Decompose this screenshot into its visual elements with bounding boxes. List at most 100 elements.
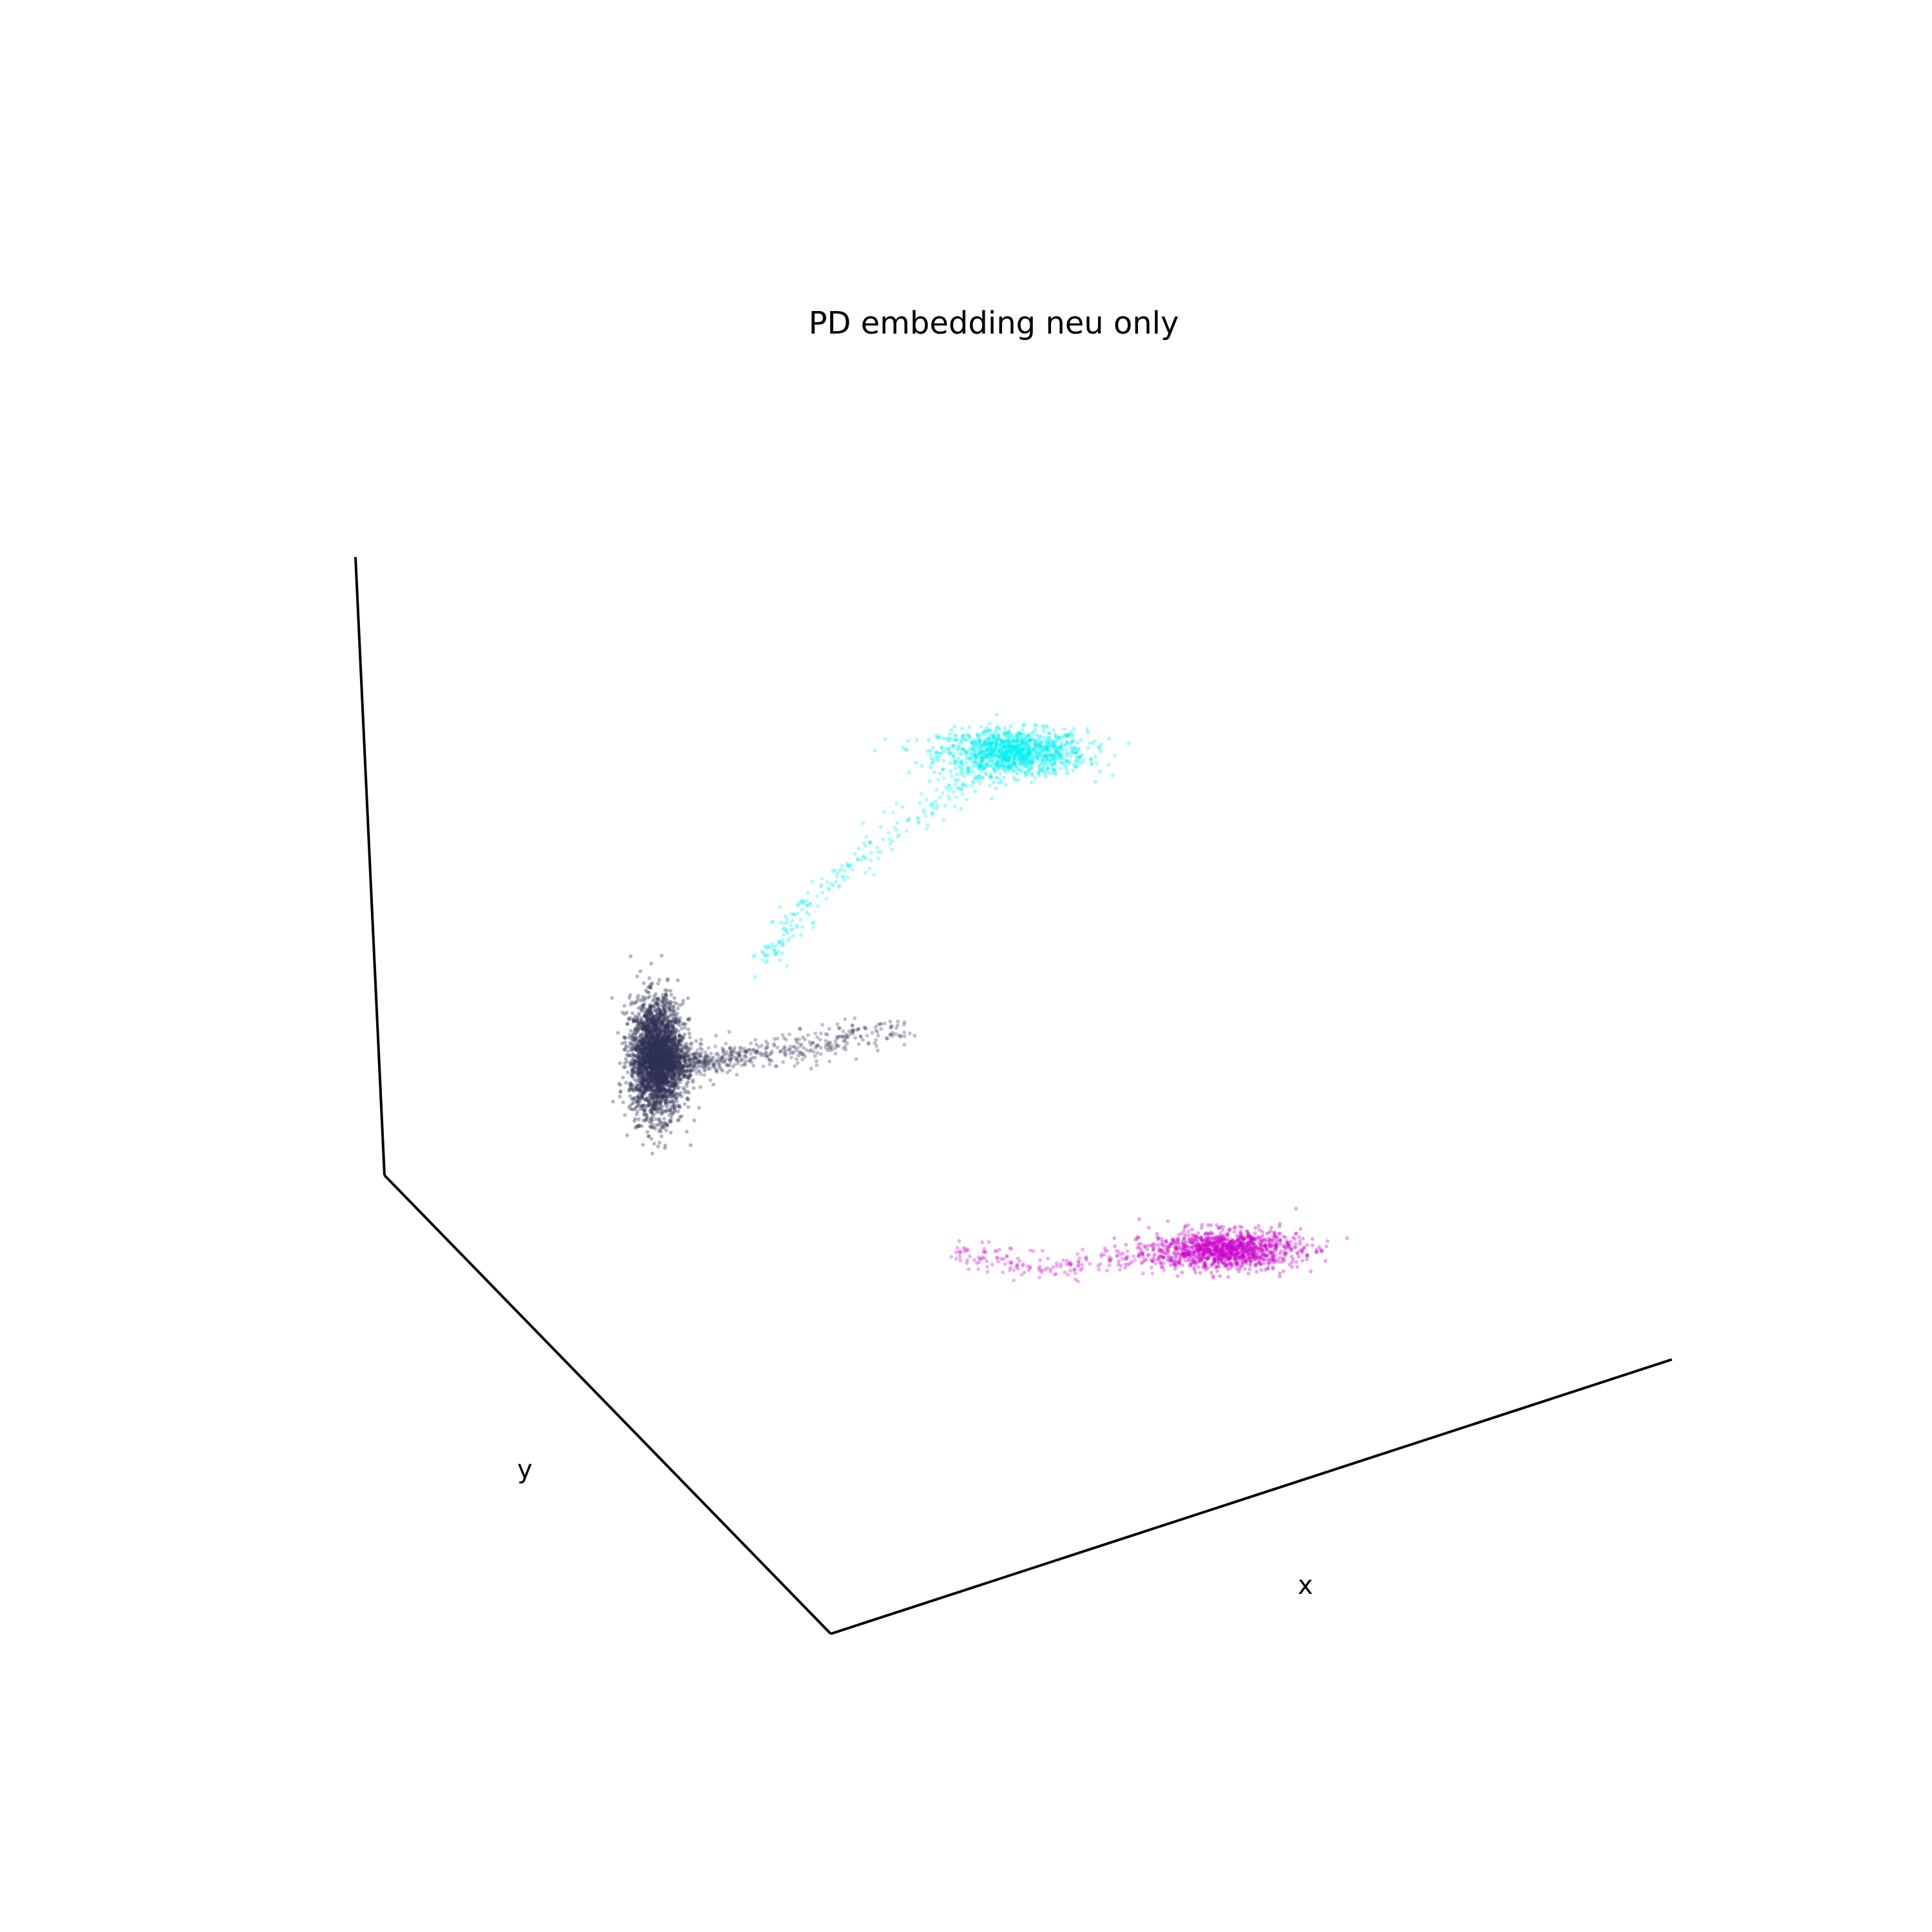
scatter-point — [1025, 758, 1030, 762]
scatter-point — [1031, 755, 1036, 759]
scatter-point — [660, 1046, 665, 1050]
scatter-point — [647, 1052, 651, 1056]
scatter-point — [870, 1030, 875, 1035]
scatter-point — [971, 747, 976, 752]
scatter-point — [992, 750, 996, 755]
scatter-point — [973, 757, 978, 762]
scatter-point — [945, 737, 949, 741]
scatter-point — [654, 1068, 658, 1072]
scatter-point — [1042, 735, 1046, 740]
scatter-point — [652, 1020, 656, 1025]
scatter-point — [906, 739, 911, 743]
scatter-point — [1028, 751, 1032, 755]
scatter-point — [960, 782, 965, 787]
scatter-point — [985, 737, 989, 741]
scatter-point — [1042, 764, 1046, 768]
scatter-point — [648, 1030, 652, 1035]
scatter-point — [972, 737, 977, 742]
scatter-point — [1027, 750, 1032, 754]
scatter-point — [650, 1084, 654, 1089]
scatter-point — [1004, 743, 1009, 747]
scatter-point — [972, 751, 976, 755]
scatter-point — [1050, 762, 1054, 767]
scatter-point — [764, 954, 769, 959]
scatter-point — [774, 949, 779, 954]
scatter-point — [1005, 739, 1010, 743]
scatter-point — [961, 737, 965, 741]
scatter-point — [978, 744, 983, 748]
scatter-point — [962, 773, 966, 778]
scatter-point — [857, 846, 861, 851]
scatter-point — [978, 750, 982, 755]
scatter-point — [1001, 732, 1006, 737]
scatter-point — [1018, 735, 1023, 740]
scatter-point — [683, 1102, 687, 1106]
scatter-point — [990, 735, 995, 740]
scatter-point — [649, 1087, 653, 1092]
scatter-point — [998, 764, 1003, 769]
scatter-point — [633, 1054, 638, 1059]
scatter-point — [1034, 751, 1038, 755]
scatter-point — [986, 736, 990, 741]
scatter-point — [1017, 730, 1021, 735]
scatter-point — [645, 1032, 649, 1036]
scatter-point — [1023, 734, 1027, 739]
scatter-point — [971, 770, 976, 774]
scatter-point — [1126, 741, 1131, 746]
scatter-point — [645, 1014, 649, 1018]
scatter-point — [1010, 738, 1015, 743]
scatter-point — [1007, 749, 1011, 753]
scatter-point — [1012, 739, 1016, 743]
scatter-point — [640, 1057, 645, 1061]
scatter-point — [956, 746, 960, 750]
scatter-point — [969, 751, 973, 755]
scatter-point — [652, 1034, 656, 1038]
scatter-point — [819, 1052, 823, 1056]
scatter-point — [1038, 743, 1043, 748]
scatter-point — [972, 746, 976, 750]
scatter-point — [1005, 730, 1009, 735]
scatter-point — [1024, 757, 1028, 761]
scatter-point — [697, 1069, 702, 1074]
scatter-point — [824, 896, 829, 901]
scatter-point — [952, 734, 957, 738]
scatter-point — [655, 1061, 659, 1065]
scatter-point — [675, 1068, 679, 1072]
scatter-point — [698, 1085, 703, 1090]
x-axis-line — [830, 1358, 1672, 1635]
scatter-point — [981, 751, 985, 755]
scatter-point — [1016, 745, 1021, 750]
scatter-point — [621, 1065, 626, 1070]
scatter-point — [1058, 753, 1063, 757]
scatter-point — [794, 1037, 799, 1041]
scatter-point — [618, 1094, 622, 1099]
scatter-point — [728, 1057, 733, 1061]
scatter-point — [1026, 751, 1030, 755]
scatter-point — [967, 756, 971, 761]
scatter-point — [993, 752, 998, 757]
scatter-point — [784, 1037, 788, 1042]
scatter-point — [658, 1034, 663, 1039]
scatter-point — [681, 1065, 685, 1070]
scatter-point — [941, 736, 945, 741]
scatter-point — [1027, 744, 1032, 749]
scatter-point — [665, 1079, 669, 1083]
scatter-point — [986, 746, 990, 751]
scatter-point — [987, 752, 992, 756]
scatter-point — [643, 1014, 647, 1018]
scatter-point — [1007, 757, 1011, 761]
scatter-point — [1001, 757, 1006, 761]
scatter-point — [799, 1044, 802, 1048]
scatter-point — [1003, 752, 1008, 757]
scatter-point — [1007, 735, 1011, 739]
scatter-point — [687, 1018, 691, 1022]
scatter-point — [992, 748, 996, 752]
scatter-point — [1010, 741, 1014, 744]
scatter-point — [672, 1084, 676, 1089]
scatter-point — [1052, 728, 1056, 733]
scatter-point — [623, 1040, 627, 1045]
scatter-point — [853, 1016, 857, 1021]
scatter-point — [668, 1066, 672, 1070]
scatter-point — [648, 1005, 652, 1009]
scatter-point — [629, 1041, 633, 1046]
